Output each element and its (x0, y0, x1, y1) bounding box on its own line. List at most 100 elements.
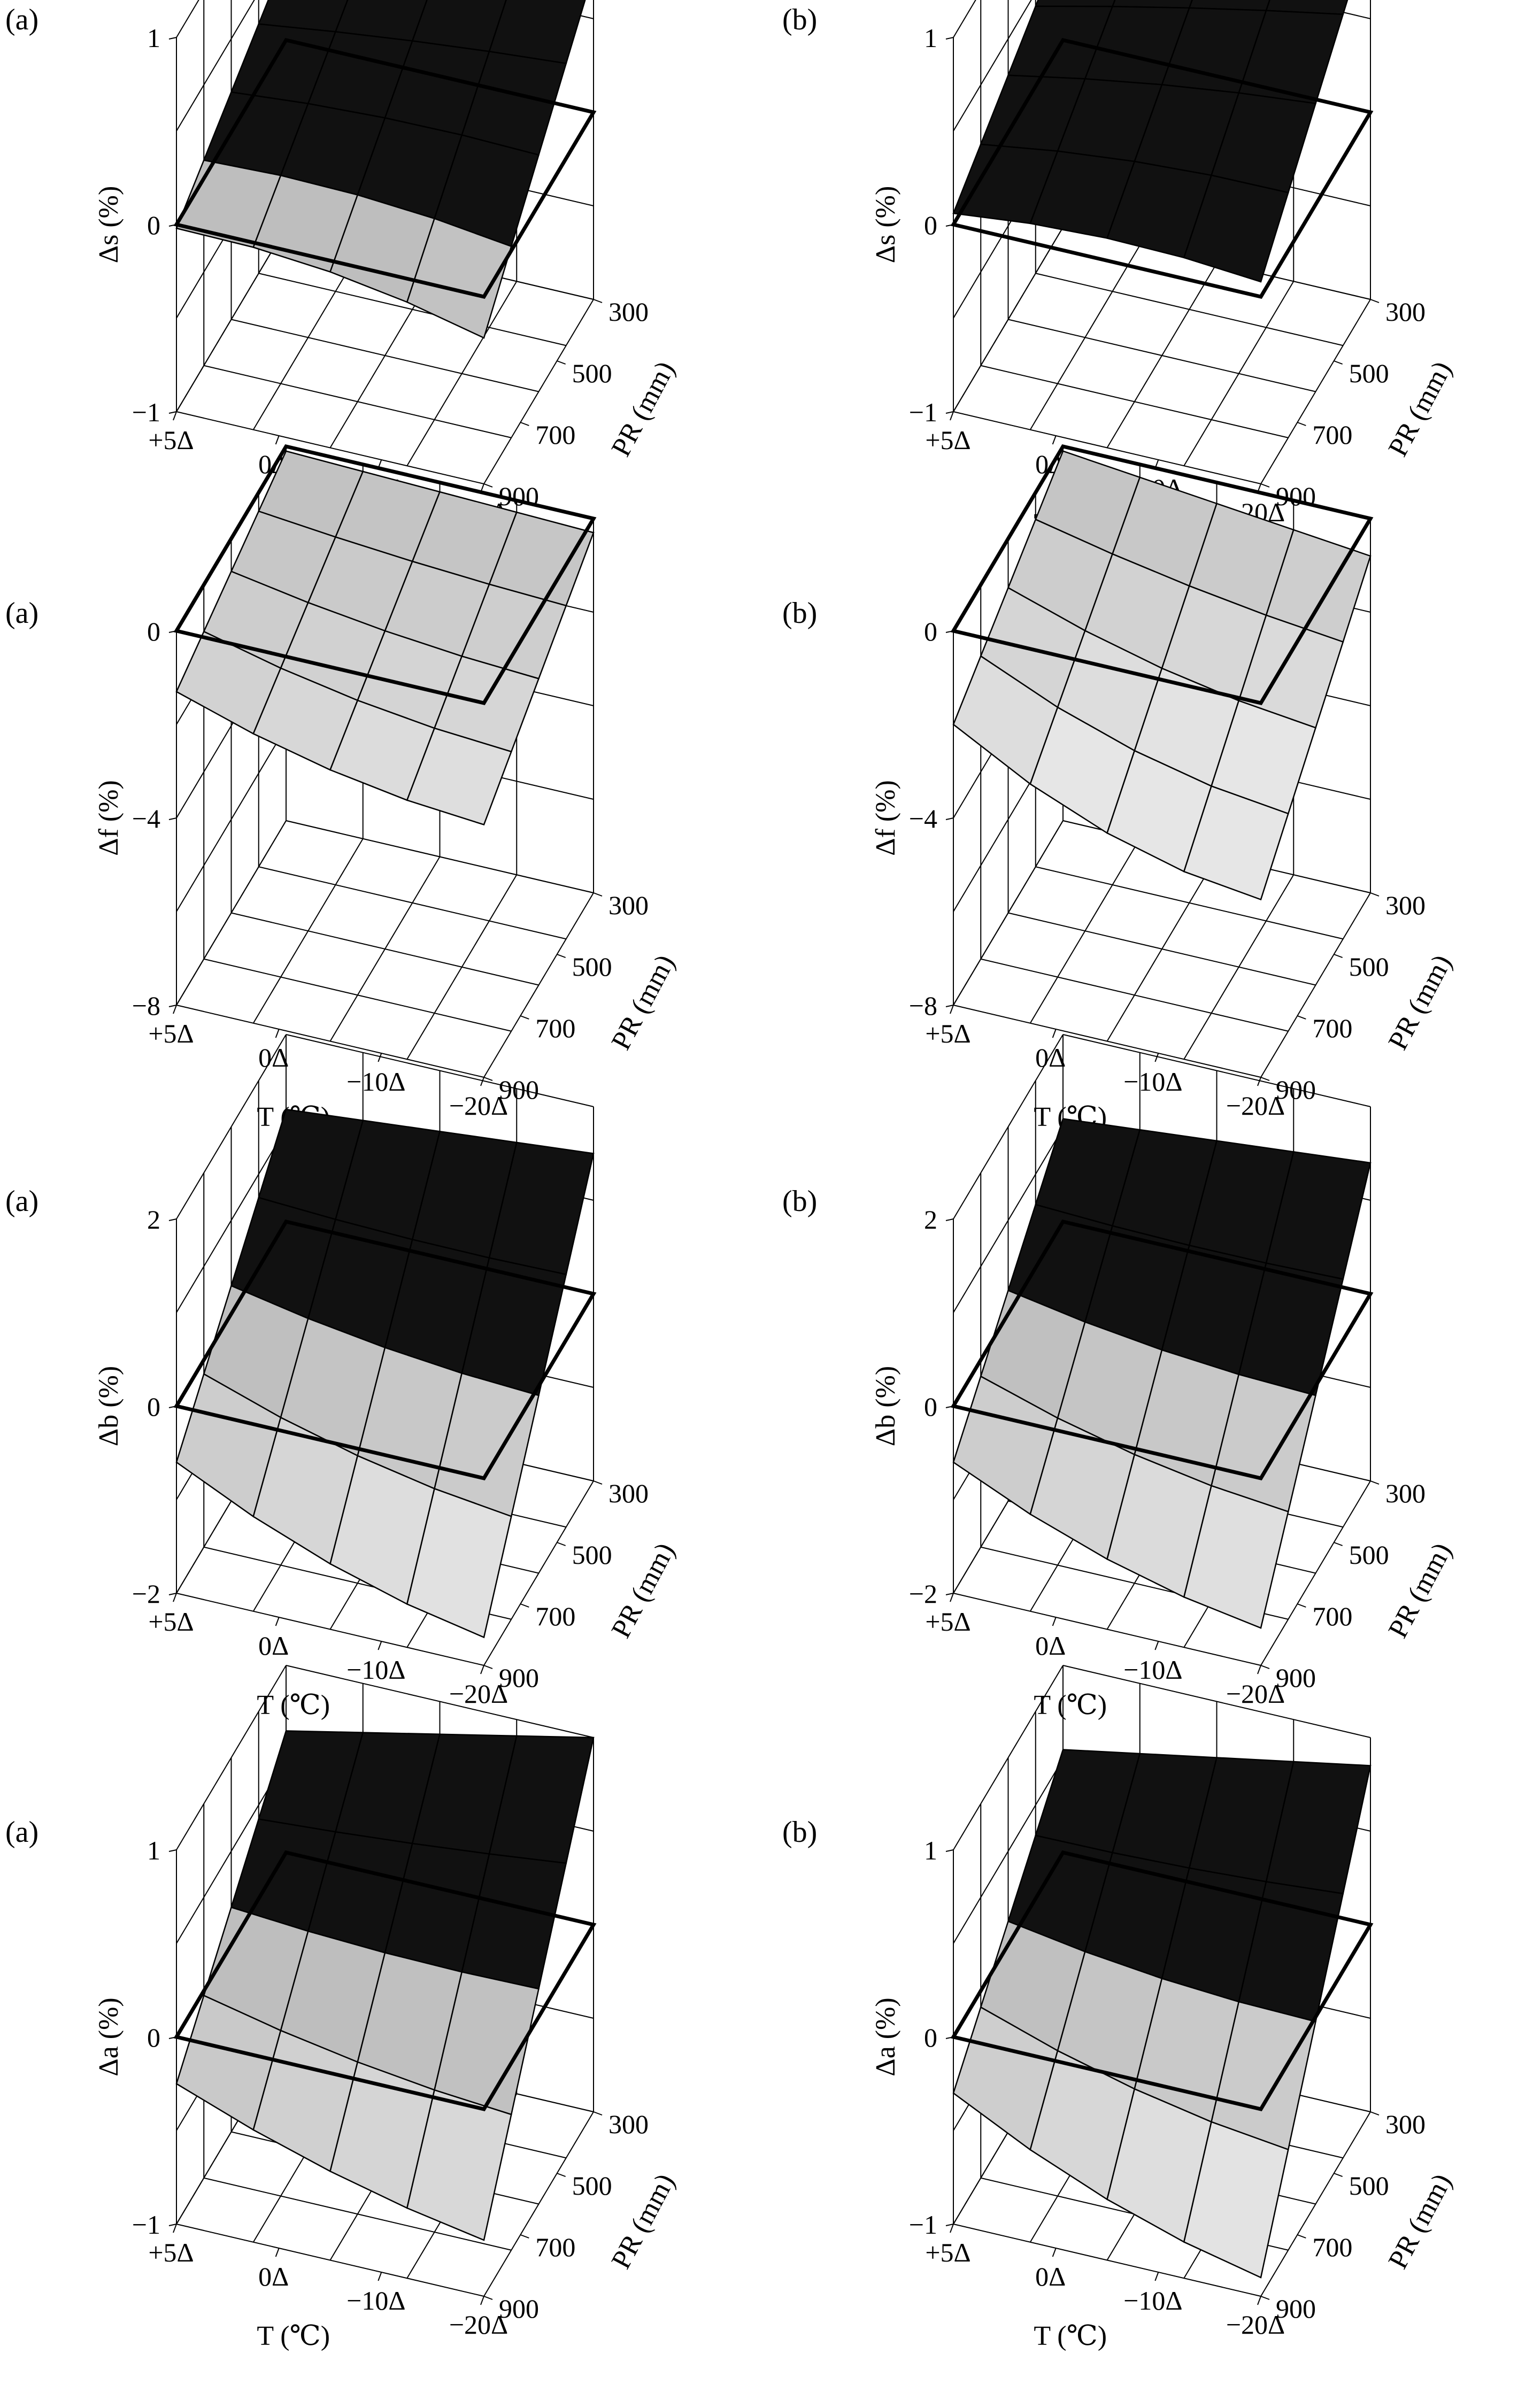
grid-line (286, 1034, 594, 1107)
y-tick-label: 500 (1349, 952, 1389, 982)
z-tick-label: 0 (924, 1392, 937, 1422)
x-tick-label: −20Δ (1226, 2310, 1285, 2340)
y-axis-label: PR (mm) (1383, 1538, 1458, 1643)
y-tick-label: 900 (499, 2294, 539, 2324)
z-tick (168, 2224, 177, 2226)
x-tick (480, 1077, 484, 1086)
zero-plane (173, 1220, 597, 1480)
x-tick-label: −20Δ (1226, 1679, 1285, 1709)
x-tick (480, 1665, 484, 1674)
grid-line (176, 1665, 287, 1850)
z-axis-label: Δf (%) (94, 780, 124, 856)
chart-panel: 2 0 −2 Δb (%) +5Δ 0Δ −10Δ −20Δ T (℃) 300 500 700 900… (782, 1034, 1458, 1720)
grid-line (176, 1128, 287, 1313)
grid-line (953, 1034, 1064, 1220)
y-tick-label: 700 (535, 1601, 575, 1631)
x-tick-label: +5Δ (925, 425, 970, 455)
y-tick (1370, 2111, 1380, 2116)
x-tick-label: +5Δ (925, 1018, 970, 1048)
z-tick-label: 2 (924, 1205, 937, 1234)
y-tick (483, 1665, 493, 1669)
grid-line (1008, 319, 1316, 392)
grid-line (286, 1665, 594, 1738)
x-tick-label: 0Δ (1035, 1043, 1066, 1072)
z-tick-label: 0 (147, 210, 160, 240)
z-tick-label: −2 (132, 1579, 160, 1609)
y-tick (1370, 892, 1380, 897)
x-tick-label: +5Δ (925, 1607, 970, 1637)
grid-line (953, 1593, 1261, 1666)
z-tick (945, 1593, 954, 1595)
y-tick-label: 500 (572, 358, 612, 388)
x-tick-label: −20Δ (449, 2310, 508, 2340)
x-tick-label: +5Δ (148, 425, 194, 455)
grid-line (176, 1593, 484, 1666)
y-tick-label: 300 (1385, 2109, 1426, 2139)
y-tick-label: 900 (1276, 2294, 1316, 2324)
z-axis-label: Δa (%) (94, 1997, 124, 2076)
y-tick (520, 1015, 529, 1020)
y-tick-label: 300 (1385, 890, 1426, 920)
z-axis-label: Δf (%) (871, 780, 901, 856)
chart-panel: 2 0 −2 Δb (%) +5Δ 0Δ −10Δ −20Δ T (℃) 300 500 700 900… (5, 1034, 681, 1720)
x-tick-label: 0Δ (258, 2262, 289, 2291)
grid-line (176, 0, 255, 132)
zero-plane (950, 444, 1374, 705)
z-axis-label: Δa (%) (871, 1997, 901, 2076)
zero-plane (173, 38, 597, 299)
grid-line (953, 2224, 1261, 2297)
surface-patch (406, 218, 512, 339)
x-tick (1257, 1665, 1261, 1674)
x-tick (480, 2296, 484, 2305)
y-tick (557, 954, 566, 958)
x-tick (950, 1005, 954, 1014)
panel-label: (a) (5, 3, 38, 36)
z-tick (945, 1005, 954, 1007)
panel-label: (b) (782, 1185, 817, 1218)
z-tick (168, 1593, 177, 1595)
x-tick-label: −10Δ (1123, 1067, 1182, 1097)
y-tick-label: 900 (1276, 1663, 1316, 1693)
x-tick (1052, 435, 1057, 445)
z-tick-label: −1 (909, 2210, 937, 2240)
z-tick-label: 0 (924, 210, 937, 240)
y-tick-label: 500 (1349, 1540, 1389, 1570)
x-tick (173, 1593, 177, 1602)
z-tick (945, 1849, 954, 1852)
y-tick-label: 700 (1312, 1601, 1352, 1631)
z-tick-label: 1 (147, 1835, 160, 1865)
x-tick-label: −10Δ (346, 1655, 405, 1685)
y-tick-label: 900 (499, 1663, 539, 1693)
y-tick (593, 299, 603, 303)
panel-label: (b) (782, 3, 817, 36)
z-tick-label: −1 (132, 2210, 160, 2240)
grid-line (953, 1665, 1064, 1850)
y-tick (520, 2234, 529, 2239)
x-tick-label: −20Δ (1226, 1091, 1285, 1121)
zero-plane (950, 1220, 1374, 1480)
x-tick-label: 0Δ (1035, 2262, 1066, 2291)
grid-line (1008, 912, 1316, 986)
y-tick-label: 500 (572, 952, 612, 982)
y-tick (483, 2296, 493, 2300)
x-tick-label: +5Δ (148, 2237, 194, 2267)
z-tick (168, 1218, 177, 1221)
z-tick-label: −4 (909, 804, 937, 833)
z-tick-label: 1 (924, 23, 937, 53)
panel-label: (a) (5, 1816, 38, 1849)
z-tick (945, 411, 954, 414)
zero-plane (950, 38, 1374, 299)
surface-patch (1183, 2121, 1289, 2279)
y-tick-label: 700 (1312, 2232, 1352, 2262)
y-axis-label: PR (mm) (606, 2169, 681, 2274)
y-tick-label: 500 (572, 1540, 612, 1570)
panel-label: (a) (5, 1185, 38, 1218)
panel-label: (a) (5, 597, 38, 630)
y-tick-label: 300 (608, 297, 649, 327)
z-tick (168, 817, 177, 820)
y-axis-label: PR (mm) (1383, 2169, 1458, 2274)
y-tick-label: 500 (572, 2171, 612, 2201)
z-tick (945, 2224, 954, 2226)
z-axis-label: Δs (%) (871, 186, 901, 264)
